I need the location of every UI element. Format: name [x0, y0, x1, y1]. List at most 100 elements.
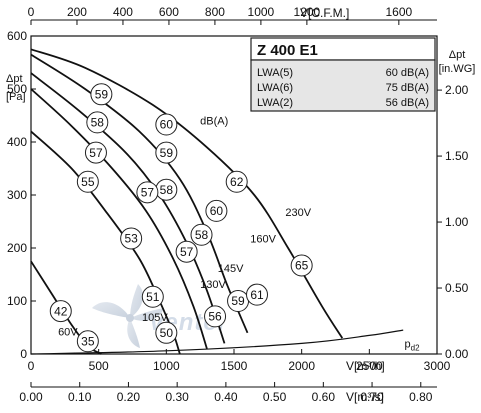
y-left-tick-label: 200 [7, 241, 27, 255]
curve-annotation: 160V [250, 234, 276, 246]
curve-annotation: 130V [200, 279, 226, 291]
x-bottom-primary-tick-label: 3000 [424, 359, 451, 373]
curve-pd2 [30, 329, 404, 355]
x-bottom-primary-tick-label: 0 [28, 359, 35, 373]
noise-level-value: 58 [91, 116, 105, 130]
noise-level-value: 53 [124, 232, 138, 246]
x-bottom-secondary-tick-label: 0.80 [409, 390, 433, 404]
curve-annotation: dB(A) [200, 116, 228, 128]
y-right-tick-label: 0.00 [445, 347, 469, 361]
noise-level-value: 57 [180, 245, 194, 259]
noise-level-value: 42 [54, 304, 68, 318]
noise-level-bubble [175, 240, 198, 263]
noise-level-bubble [76, 330, 99, 353]
info-row-label: LWA(2) [257, 97, 293, 109]
info-box: Z 400 E1 LWA(5) 60 dB(A) LWA(6) 75 dB(A)… [250, 37, 436, 112]
y-right-tick-label: 0.50 [445, 281, 469, 295]
noise-level-value: 55 [81, 175, 95, 189]
y-left-tick-label: 300 [7, 188, 27, 202]
noise-level-value: 58 [195, 228, 209, 242]
noise-level-value: 61 [250, 288, 264, 302]
y-left-tick-label: 100 [7, 294, 27, 308]
noise-level-bubble [90, 83, 113, 106]
noise-level-bubble [155, 141, 178, 164]
x-bottom-secondary-tick-label: 0.00 [19, 390, 43, 404]
curve-annotation: 105V [142, 312, 168, 324]
noise-level-value: 56 [208, 310, 222, 324]
noise-level-bubble [190, 223, 213, 246]
y-left-tick-label: 0 [20, 347, 27, 361]
x-bottom-secondary-tick-label: 0.60 [312, 390, 336, 404]
x-bottom-primary-tick-label: 2000 [288, 359, 315, 373]
x-bottom-secondary-tick-label: 0.70 [360, 390, 384, 404]
y-right-tick-label: 1.00 [445, 215, 469, 229]
x-top-tick-label: 1600 [385, 5, 412, 19]
x-bottom-secondary-tick-label: 0.20 [117, 390, 141, 404]
curve-annotation: pd2 [405, 339, 421, 353]
noise-level-value: 51 [146, 290, 160, 304]
noise-level-bubble [155, 113, 178, 136]
x-bottom-primary-tick-label: 1000 [153, 359, 180, 373]
y-right-tick-label: 2.00 [445, 83, 469, 97]
noise-level-bubble [205, 199, 228, 222]
curve-130v [30, 88, 208, 349]
y-right-tick-label: 1.50 [445, 149, 469, 163]
noise-level-value: 59 [231, 294, 245, 308]
noise-level-value: 59 [95, 88, 109, 102]
x-top-tick-label: 600 [159, 5, 179, 19]
x-bottom-secondary-axis-label: V[m³/s] [346, 390, 384, 404]
curve-annotation: 230V [285, 207, 311, 219]
x-top-tick-label: 400 [113, 5, 133, 19]
x-bottom-primary-axis-label: V[m³/h] [346, 359, 385, 373]
noise-level-bubble [136, 181, 159, 204]
noise-level-bubble [155, 321, 178, 344]
y-left-tick-label: 500 [7, 82, 27, 96]
noise-level-value: 50 [160, 326, 174, 340]
curve-annotations: dB(A) 230V 160V 145V 130V 105V 60V pd2 [58, 116, 420, 353]
noise-level-bubble [246, 283, 269, 306]
noise-level-value: 60 [160, 118, 174, 132]
info-row-value: 56 dB(A) [386, 97, 429, 109]
noise-level-value: 35 [81, 334, 95, 348]
noise-level-value: 62 [230, 175, 244, 189]
curve-annotation: 60V [58, 326, 78, 338]
noise-level-bubble [120, 227, 143, 250]
noise-level-bubble [225, 170, 248, 193]
x-bottom-secondary-tick-label: 0.50 [263, 390, 287, 404]
x-top-tick-label: 200 [67, 5, 87, 19]
noise-level-value: 59 [160, 146, 174, 160]
x-top-tick-label: 0 [28, 5, 35, 19]
fan-icon [92, 284, 164, 348]
x-bottom-secondary-tick-label: 0.40 [214, 390, 238, 404]
info-row-value: 60 dB(A) [386, 67, 429, 79]
noise-level-value: 57 [141, 186, 155, 200]
x-bottom-primary-tick-label: 1500 [221, 359, 248, 373]
x-bottom-primary-tick-label: 2500 [356, 359, 383, 373]
x-top-tick-label: 1000 [248, 5, 275, 19]
x-bottom-secondary-tick-label: 0.30 [165, 390, 189, 404]
axis-ticks: 01002003004005006000.000.501.001.502.000… [7, 5, 469, 404]
x-top-tick-label: 1200 [294, 5, 321, 19]
x-bottom-primary-tick-label: 500 [89, 359, 109, 373]
info-box-title: Z 400 E1 [257, 42, 318, 59]
noise-level-value: 65 [295, 259, 309, 273]
y-left-axis-unit: [Pa] [6, 91, 26, 103]
curve-160v [30, 53, 249, 334]
y-right-axis-label: Δpt [449, 49, 466, 61]
noise-level-value: 57 [89, 146, 103, 160]
noise-level-bubble [86, 111, 109, 134]
info-row-label: LWA(6) [257, 82, 293, 94]
noise-level-bubble [49, 300, 72, 323]
curve-230v [30, 48, 344, 339]
y-left-tick-label: 600 [7, 29, 27, 43]
curve-annotation: 145V [218, 263, 244, 275]
info-row-value: 75 dB(A) [386, 82, 429, 94]
noise-level-bubble [290, 254, 313, 277]
x-bottom-secondary-tick-label: 0.10 [68, 390, 92, 404]
noise-level-value: 58 [160, 183, 174, 197]
noise-level-value: 60 [210, 204, 224, 218]
info-row-label: LWA(5) [257, 67, 293, 79]
noise-level-bubble [76, 170, 99, 193]
